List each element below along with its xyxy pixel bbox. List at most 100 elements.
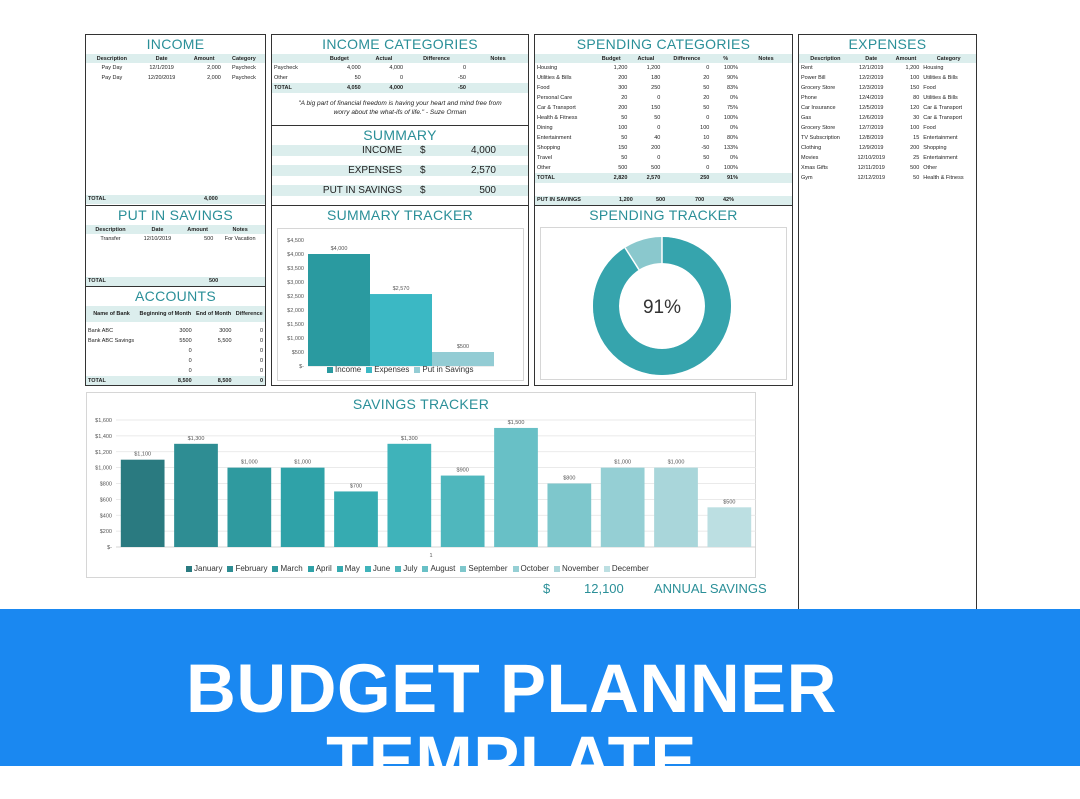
financial-freedom-quote: "A big part of financial freedom is havi… [298, 100, 502, 116]
expenses-panel: EXPENSES Description Date Amount Category Re… [798, 34, 977, 609]
accounts-cell: 3000 [179, 328, 192, 334]
accounts-header-cell: Name of Bank [86, 306, 138, 322]
savings-tracker-data-label: $1,100 [134, 452, 151, 458]
spending-category-cell: 50 [621, 155, 628, 161]
savings-tracker-legend-item: July [395, 564, 417, 573]
expense-cell: 12/9/2019 [859, 145, 884, 151]
accounts-cell: 0 [259, 368, 263, 374]
savings-tracker-legend-swatch [553, 565, 560, 572]
accounts-total-row: TOTAL 8,500 8,500 0 [86, 376, 265, 385]
expense-cell: Movies [801, 155, 819, 161]
summary-currency: $ [420, 165, 426, 176]
spending-category-cell [740, 103, 792, 113]
summary-tracker-y-tick-label: $- [299, 364, 304, 370]
savings-tracker-legend-swatch [186, 565, 192, 572]
expense-cell: Car & Transport [923, 115, 963, 121]
expense-cell: Grocery Store [801, 85, 836, 91]
expense-cell: 12/11/2019 [857, 165, 885, 171]
savings-tracker-legend-item: December [603, 564, 649, 573]
expense-cell: 12/7/2019 [859, 125, 884, 131]
savings-tracker-y-tick-label: $1,600 [95, 418, 112, 424]
spending-category-cell: 2,820 [613, 175, 628, 181]
accounts-table: Name of Bank Beginning of Month End of Mon… [86, 306, 265, 385]
savings-tracker-data-label: $800 [563, 476, 575, 482]
expense-cell: 12/10/2019 [857, 155, 886, 161]
accounts-cell: 5500 [179, 338, 192, 344]
spending-category-cell: 50 [654, 115, 661, 121]
expense-cell: Entertainment [923, 155, 958, 161]
summary-tracker-y-tick-label: $3,500 [287, 266, 304, 272]
summary-tracker-data-label: $500 [457, 344, 469, 350]
spending-category-cell: 20 [703, 95, 710, 101]
summary-tracker-y-tick-label: $4,000 [287, 252, 304, 258]
summary-tracker-y-tick-label: $2,500 [287, 294, 304, 300]
expense-header-cell: Amount [890, 54, 922, 63]
savings-tracker-data-label: $500 [723, 499, 735, 505]
expense-cell: Grocery Store [801, 125, 836, 131]
spending-savings-cell: PUT IN SAVINGS [537, 197, 581, 203]
income-categories-title: INCOME CATEGORIES [322, 36, 478, 52]
summary-value: 4,000 [470, 145, 496, 156]
savings-tracker-legend-swatch [364, 565, 371, 572]
savings-tracker-legend-label: July [403, 564, 418, 573]
accounts-cell: 0 [259, 328, 263, 334]
spending-category-cell: 2,570 [646, 175, 661, 181]
expense-row: Phone 12/4/2019 80 Utilities & Bills [799, 93, 976, 103]
accounts-total-cell: TOTAL [88, 377, 106, 384]
expense-header-row: Description Date Amount Category [799, 54, 976, 63]
accounts-total-cell: 8,500 [217, 377, 232, 384]
put-in-savings-title: PUT IN SAVINGS [118, 207, 233, 223]
savings-tracker-data-label: $1,000 [294, 460, 311, 466]
spending-category-cell: 90% [726, 75, 738, 81]
spending-categories-panel: SPENDING CATEGORIES Budget Actual Differen… [534, 34, 793, 206]
accounts-cell [194, 346, 234, 356]
spending-category-cell: 200 [651, 145, 661, 151]
savings-tracker-bar [654, 467, 698, 547]
savings-header-cell: Description [86, 225, 135, 234]
spending-category-cell: 300 [618, 85, 628, 91]
spending-category-cell: 0 [657, 155, 661, 161]
income-category-cell [468, 73, 528, 83]
spending-category-row: Dining 100 0 100 0% [535, 123, 792, 133]
spending-savings-row: PUT IN SAVINGS 1,200 500 700 42% [535, 196, 792, 205]
savings-tracker-legend-item: August [422, 564, 455, 573]
expense-cell: Clothing [801, 145, 822, 151]
summary-tracker-data-label: $2,570 [393, 286, 410, 292]
spending-category-row: Food 300 250 50 83% [535, 83, 792, 93]
spending-category-cell: 100% [723, 65, 738, 71]
spending-category-cell [740, 143, 792, 153]
expense-cell: Utilities & Bills [923, 95, 958, 101]
summary-title: SUMMARY [363, 127, 437, 143]
spending-category-header-cell [535, 54, 593, 63]
income-header-cell: Date [137, 54, 186, 63]
savings-cell: Transfer [100, 236, 121, 242]
expense-cell: 12/4/2019 [859, 95, 884, 101]
expense-cell: 1,200 [905, 65, 920, 71]
spending-category-row: Car & Transport 200 150 50 75% [535, 103, 792, 113]
income-row: Pay Day 12/1/2019 2,000 Paycheck [86, 63, 265, 73]
summary-label: EXPENSES [348, 165, 402, 176]
summary-tracker-legend-label: Put in Savings [422, 365, 474, 374]
savings-tracker-y-tick-label: $1,000 [95, 466, 112, 472]
savings-cell: 12/10/2019 [143, 236, 172, 242]
expense-cell: 12/5/2019 [859, 105, 884, 111]
savings-tracker-y-tick-label: $- [107, 545, 112, 551]
income-category-row: TOTAL 4,050 4,000 -50 [272, 83, 528, 93]
savings-header-cell: Date [134, 225, 180, 234]
savings-tracker-legend-label: October [520, 564, 549, 573]
accounts-row: Bank ABC Savings 5500 5,500 0 [86, 336, 265, 346]
savings-tracker-chart-frame [86, 392, 756, 578]
expense-row: Xmas Gifts 12/11/2019 500 Other [799, 163, 976, 173]
income-header-cell: Description [86, 54, 138, 63]
savings-tracker-legend-swatch [512, 565, 519, 572]
spending-category-row: Entertainment 50 40 10 80% [535, 133, 792, 143]
spending-category-cell: Personal Care [537, 95, 573, 101]
savings-tracker-chart: $- $200 $400 $600 $800 $1,000 $1,200 $1,400 $1,6… [95, 418, 756, 559]
accounts-cell: 0 [259, 348, 263, 354]
savings-tracker-legend-item: January [186, 564, 222, 573]
savings-tracker-y-tick-label: $200 [100, 529, 112, 535]
expense-row: Movies 12/10/2019 25 Entertainment [799, 153, 976, 163]
spending-category-row: Housing 1,200 1,200 0 100% [535, 63, 792, 73]
expense-cell: 100 [910, 75, 920, 81]
spending-category-cell [740, 113, 792, 123]
